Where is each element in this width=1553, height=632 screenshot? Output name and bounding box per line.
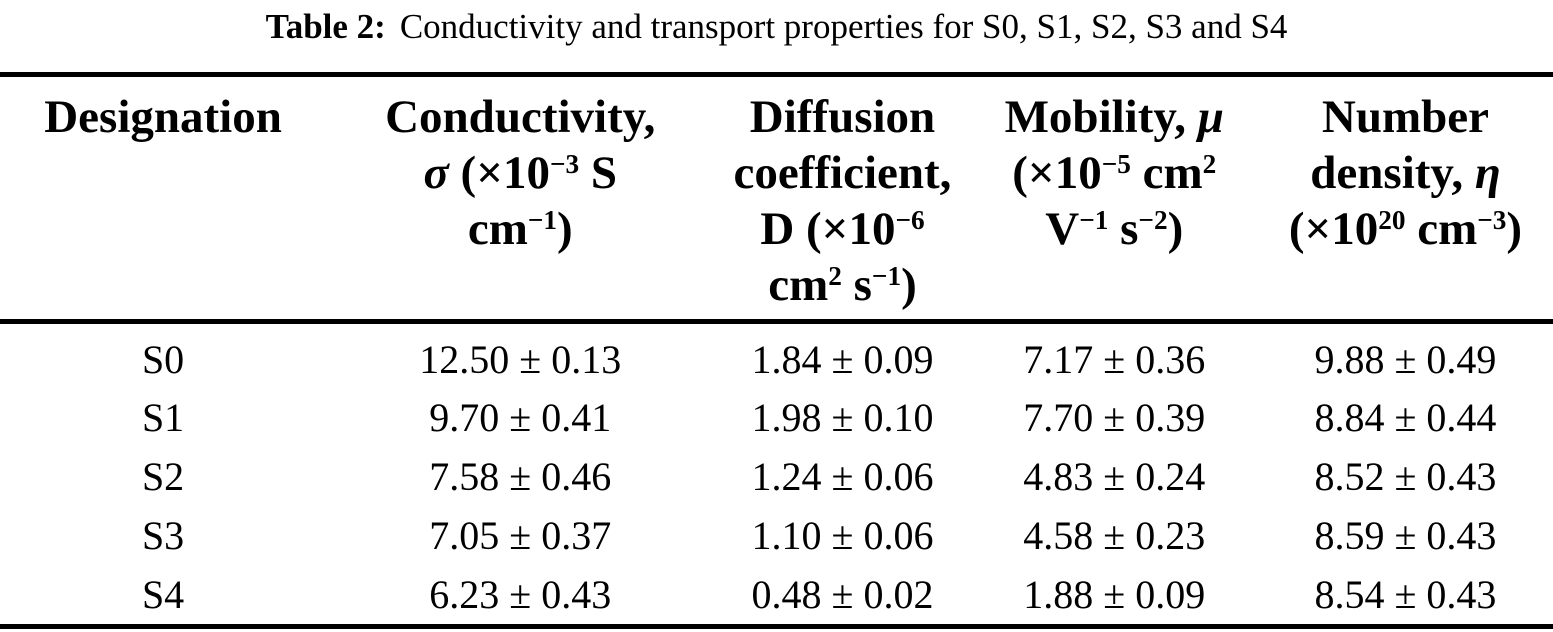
cell-designation: S3 xyxy=(141,512,185,558)
cell-density: 8.84 ± 0.44 xyxy=(1314,394,1497,440)
cell-mobility: 7.70 ± 0.39 xyxy=(1023,394,1206,440)
column-header-designation: Designation xyxy=(44,91,282,143)
table-row-s4: S4 6.23 ± 0.43 0.48 ± 0.02 1.88 ± 0.09 8… xyxy=(0,565,1553,627)
column-header-mobility: Mobility, μ (×10−5 cm2 V−1 s−2) xyxy=(1004,91,1224,255)
cell-designation: S4 xyxy=(141,571,185,617)
cell-diffusion: 1.98 ± 0.10 xyxy=(751,394,934,440)
cell-diffusion: 1.24 ± 0.06 xyxy=(751,453,934,499)
table-caption-label: Table 2: xyxy=(265,7,386,46)
cell-mobility: 7.17 ± 0.36 xyxy=(1023,336,1206,382)
cell-diffusion: 1.84 ± 0.09 xyxy=(751,336,934,382)
cell-mobility: 4.83 ± 0.24 xyxy=(1023,453,1206,499)
cell-density: 8.52 ± 0.43 xyxy=(1314,453,1497,499)
cell-designation: S0 xyxy=(141,336,185,382)
column-header-diffusion-coefficient: Diffusion coefficient, D (×10−6 cm2 s−1) xyxy=(733,91,952,311)
table-row-s2: S2 7.58 ± 0.46 1.24 ± 0.06 4.83 ± 0.24 8… xyxy=(0,447,1553,506)
table-caption-text: Conductivity and transport properties fo… xyxy=(399,7,1288,46)
cell-density: 9.88 ± 0.49 xyxy=(1314,336,1497,382)
table-row-s3: S3 7.05 ± 0.37 1.10 ± 0.06 4.58 ± 0.23 8… xyxy=(0,506,1553,565)
cell-conductivity: 6.23 ± 0.43 xyxy=(429,571,612,617)
cell-diffusion: 0.48 ± 0.02 xyxy=(751,571,934,617)
table-row-s1: S1 9.70 ± 0.41 1.98 ± 0.10 7.70 ± 0.39 8… xyxy=(0,388,1553,447)
cell-conductivity: 7.58 ± 0.46 xyxy=(429,453,612,499)
table-caption: Table 2: Conductivity and transport prop… xyxy=(0,0,1553,72)
cell-conductivity: 12.50 ± 0.13 xyxy=(419,336,622,382)
cell-conductivity: 7.05 ± 0.37 xyxy=(429,512,612,558)
cell-conductivity: 9.70 ± 0.41 xyxy=(429,394,612,440)
column-header-number-density: Number density, η (×1020 cm−3) xyxy=(1288,91,1523,255)
table-row-s0: S0 12.50 ± 0.13 1.84 ± 0.09 7.17 ± 0.36 … xyxy=(0,322,1553,388)
cell-designation: S1 xyxy=(141,394,185,440)
table-body: S0 12.50 ± 0.13 1.84 ± 0.09 7.17 ± 0.36 … xyxy=(0,322,1553,627)
cell-density: 8.59 ± 0.43 xyxy=(1314,512,1497,558)
cell-density: 8.54 ± 0.43 xyxy=(1314,571,1497,617)
cell-mobility: 1.88 ± 0.09 xyxy=(1023,571,1206,617)
cell-mobility: 4.58 ± 0.23 xyxy=(1023,512,1206,558)
cell-designation: S2 xyxy=(141,453,185,499)
cell-diffusion: 1.10 ± 0.06 xyxy=(751,512,934,558)
